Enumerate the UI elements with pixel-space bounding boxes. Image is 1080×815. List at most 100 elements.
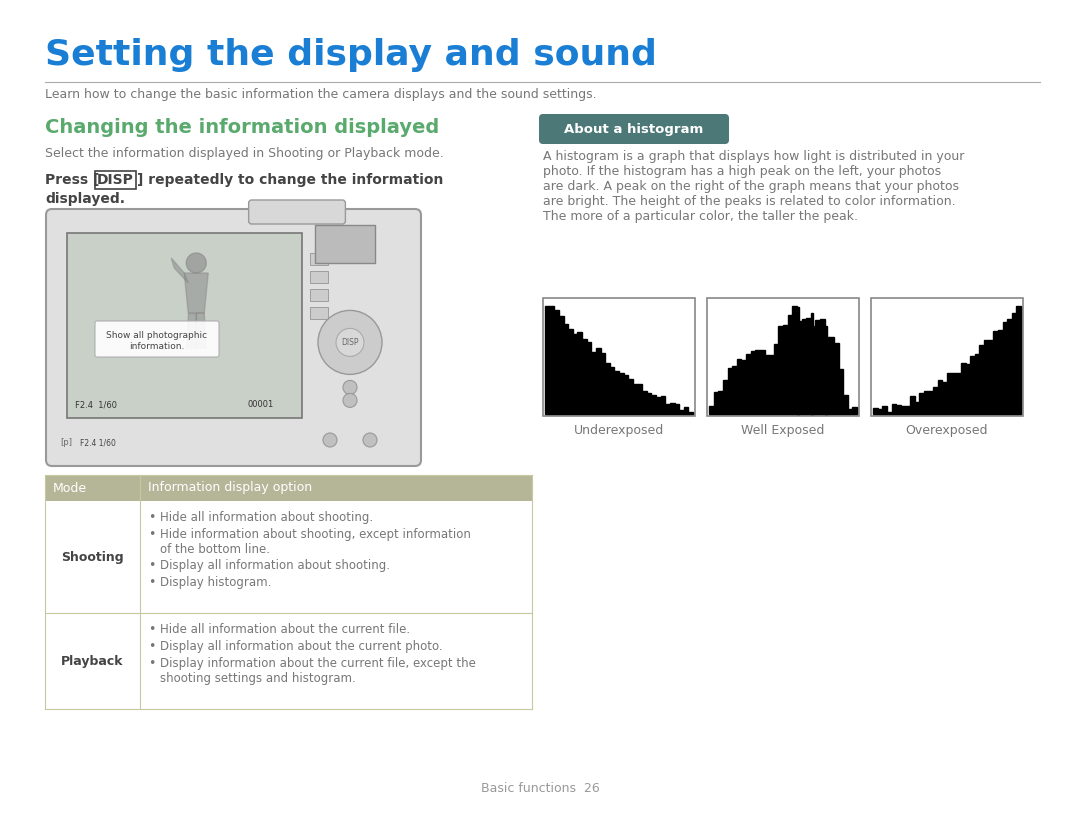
Polygon shape <box>578 332 582 414</box>
FancyBboxPatch shape <box>248 200 346 224</box>
Polygon shape <box>558 315 564 414</box>
Polygon shape <box>825 337 829 414</box>
Text: ] repeatedly to change the information: ] repeatedly to change the information <box>137 173 444 187</box>
Text: Information display option: Information display option <box>148 482 312 495</box>
Text: Well Exposed: Well Exposed <box>741 424 825 437</box>
Text: Display information about the current file, except the
shooting settings and his: Display information about the current fi… <box>160 657 476 685</box>
Polygon shape <box>970 356 975 414</box>
Text: •: • <box>148 576 156 589</box>
Polygon shape <box>545 306 550 414</box>
Polygon shape <box>929 391 933 414</box>
Text: [p]: [p] <box>60 438 72 447</box>
Text: •: • <box>148 640 156 653</box>
Text: Display all information about the current photo.: Display all information about the curren… <box>160 640 443 653</box>
Polygon shape <box>741 359 746 414</box>
Bar <box>543 298 696 416</box>
Polygon shape <box>732 366 737 414</box>
Polygon shape <box>915 403 919 414</box>
Polygon shape <box>793 306 797 414</box>
Polygon shape <box>834 343 838 414</box>
Bar <box>45 613 532 709</box>
Text: are dark. A peak on the right of the graph means that your photos: are dark. A peak on the right of the gra… <box>543 180 959 193</box>
Polygon shape <box>755 350 760 414</box>
Polygon shape <box>951 373 956 414</box>
Bar <box>310 307 328 319</box>
Text: Hide all information about shooting.: Hide all information about shooting. <box>160 511 373 524</box>
Text: •: • <box>148 657 156 670</box>
Text: Display all information about shooting.: Display all information about shooting. <box>160 559 390 572</box>
Polygon shape <box>765 355 769 414</box>
Text: Changing the information displayed: Changing the information displayed <box>45 118 440 137</box>
Text: Hide all information about the current file.: Hide all information about the current f… <box>160 623 410 636</box>
Polygon shape <box>943 381 947 414</box>
Polygon shape <box>783 325 787 414</box>
Polygon shape <box>665 403 670 414</box>
Text: Press [: Press [ <box>45 173 99 187</box>
Circle shape <box>343 381 357 394</box>
Bar <box>707 298 859 416</box>
Polygon shape <box>801 319 806 414</box>
Polygon shape <box>937 381 943 414</box>
Polygon shape <box>633 384 637 414</box>
Polygon shape <box>878 409 882 414</box>
Polygon shape <box>647 393 651 414</box>
Polygon shape <box>905 407 910 414</box>
Polygon shape <box>572 334 578 414</box>
Polygon shape <box>848 408 852 414</box>
Polygon shape <box>933 387 937 414</box>
Polygon shape <box>619 373 623 414</box>
Text: •: • <box>148 511 156 524</box>
Polygon shape <box>591 352 596 414</box>
Polygon shape <box>582 339 586 414</box>
Polygon shape <box>586 342 591 414</box>
Text: information.: information. <box>130 342 185 351</box>
Polygon shape <box>708 406 714 414</box>
Polygon shape <box>629 379 633 414</box>
Circle shape <box>343 394 357 408</box>
Polygon shape <box>651 394 656 414</box>
Polygon shape <box>829 337 834 414</box>
Polygon shape <box>185 273 208 313</box>
Polygon shape <box>961 363 966 414</box>
Bar <box>45 501 532 613</box>
Bar <box>310 289 328 301</box>
Polygon shape <box>852 408 858 414</box>
Polygon shape <box>675 404 679 414</box>
Polygon shape <box>1002 322 1008 414</box>
Polygon shape <box>896 405 901 414</box>
Bar <box>315 225 375 263</box>
Polygon shape <box>670 403 675 414</box>
Polygon shape <box>623 375 629 414</box>
Text: 00001: 00001 <box>247 400 273 409</box>
Text: photo. If the histogram has a high peak on the left, your photos: photo. If the histogram has a high peak … <box>543 165 941 178</box>
Polygon shape <box>980 345 984 414</box>
Polygon shape <box>728 368 732 414</box>
Text: are bright. The height of the peaks is related to color information.: are bright. The height of the peaks is r… <box>543 195 956 208</box>
Text: Display histogram.: Display histogram. <box>160 576 271 589</box>
Polygon shape <box>815 320 820 414</box>
Text: Playback: Playback <box>62 654 124 667</box>
Polygon shape <box>610 367 615 414</box>
Text: •: • <box>148 623 156 636</box>
Polygon shape <box>956 373 961 414</box>
Polygon shape <box>1008 319 1012 414</box>
Polygon shape <box>186 313 197 348</box>
Polygon shape <box>923 391 929 414</box>
Polygon shape <box>838 368 843 414</box>
Polygon shape <box>988 340 994 414</box>
Polygon shape <box>984 340 988 414</box>
FancyBboxPatch shape <box>46 209 421 466</box>
Text: Learn how to change the basic information the camera displays and the sound sett: Learn how to change the basic informatio… <box>45 88 596 101</box>
Text: Select the information displayed in Shooting or Playback mode.: Select the information displayed in Shoo… <box>45 147 444 160</box>
Text: DISP: DISP <box>97 173 134 187</box>
Polygon shape <box>779 326 783 414</box>
Polygon shape <box>873 408 878 414</box>
Polygon shape <box>797 306 799 414</box>
Polygon shape <box>688 412 693 414</box>
Polygon shape <box>773 344 779 414</box>
Polygon shape <box>998 330 1002 414</box>
Circle shape <box>336 328 364 356</box>
Polygon shape <box>901 406 905 414</box>
Text: The more of a particular color, the taller the peak.: The more of a particular color, the tall… <box>543 210 858 223</box>
Polygon shape <box>723 380 728 414</box>
